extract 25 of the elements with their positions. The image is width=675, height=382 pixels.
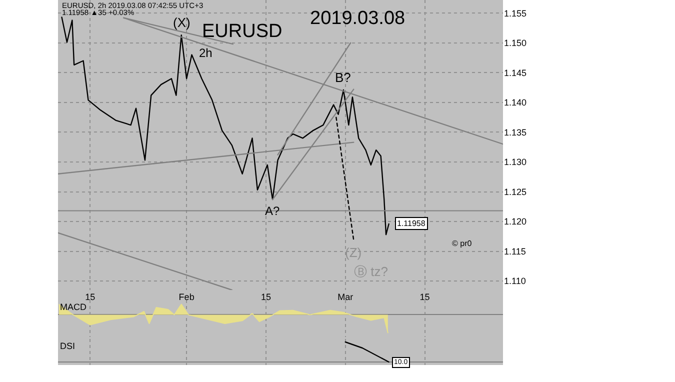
x-tick-label: Feb bbox=[178, 292, 194, 302]
y-tick-label: 1.145 bbox=[504, 68, 527, 78]
annotation: A? bbox=[265, 204, 280, 218]
chart-title: DSI bbox=[60, 341, 76, 351]
annotation: B? bbox=[335, 70, 351, 85]
y-tick-label: 1.130 bbox=[504, 157, 527, 168]
y-tick-label: 1.110 bbox=[504, 276, 526, 286]
y-tick-label: 1.140 bbox=[504, 98, 527, 108]
chart-subtitle: 2019.03.08 bbox=[310, 8, 406, 29]
annotation: 1.11958 bbox=[397, 219, 426, 228]
x-tick-label: 15 bbox=[420, 292, 430, 302]
x-tick-label: 15 bbox=[85, 292, 96, 302]
y-tick-label: 1.135 bbox=[504, 127, 527, 138]
y-tick-label: 1.155 bbox=[504, 8, 527, 18]
y-tick-label: 1.120 bbox=[504, 216, 527, 227]
text: EURUSD bbox=[202, 21, 282, 42]
y-tick-label: 1.125 bbox=[504, 186, 527, 197]
y-tick-label: 1.150 bbox=[504, 38, 527, 48]
chart-title: MACD bbox=[60, 302, 87, 312]
annotation: © pr0 bbox=[452, 239, 472, 248]
annotation: (X) bbox=[173, 15, 190, 30]
x-tick-label: Mar bbox=[338, 292, 354, 302]
x-tick-label: 15 bbox=[260, 292, 271, 302]
y-tick-label: 1.115 bbox=[504, 246, 526, 256]
annotation: 2h bbox=[199, 46, 212, 60]
